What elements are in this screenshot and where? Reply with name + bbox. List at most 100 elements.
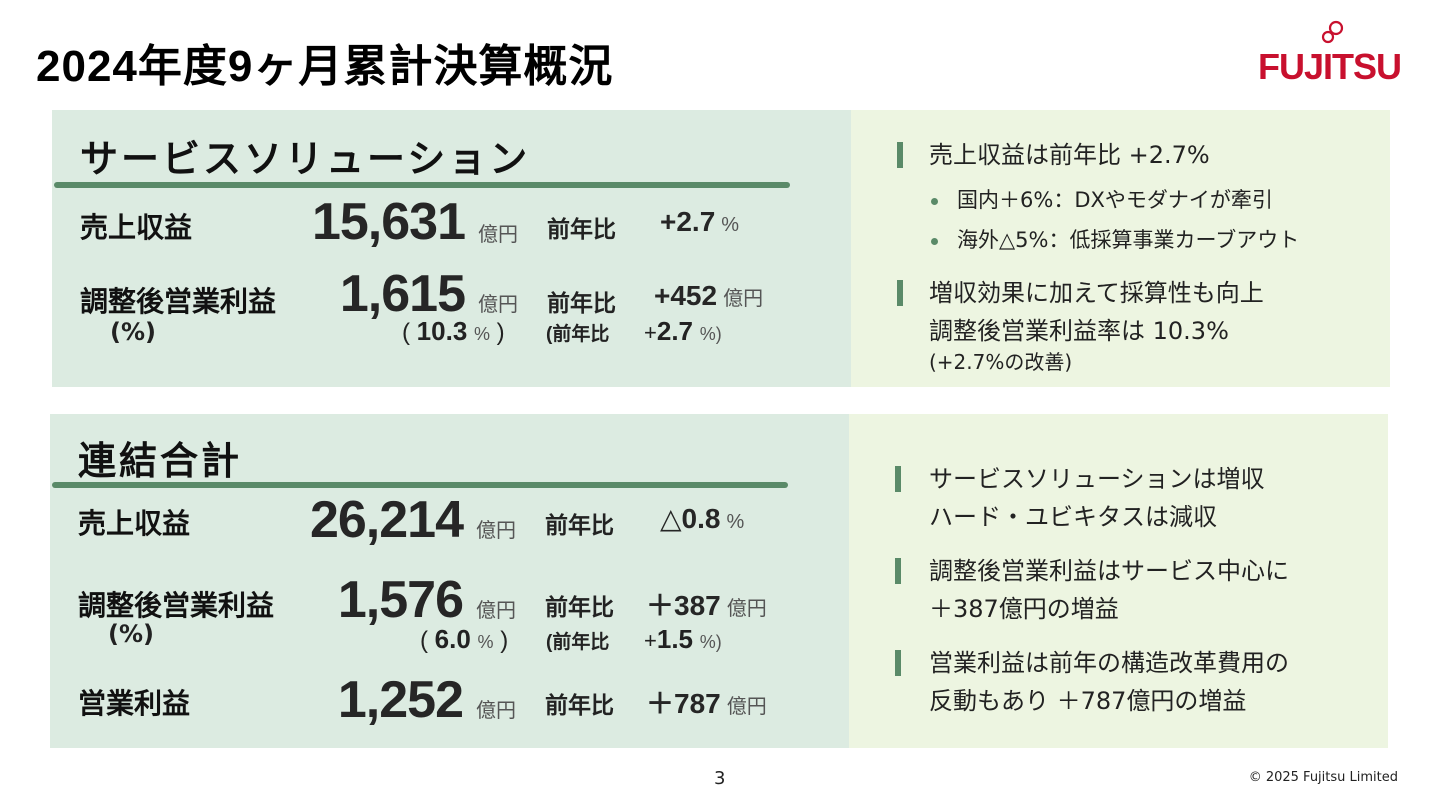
op-profit-yoy-unit: 億円 [726,696,767,718]
revenue-yoy-value: +2.7 [660,206,716,237]
bullet-bar-icon [895,650,901,676]
margin-yoy-value: 1.5 [656,624,694,654]
revenue-yoy: +2.7% [660,206,739,238]
revenue-row: 売上収益 26,214 億円 前年比 △0.8% [50,490,849,550]
adj-op-profit-unit: 億円 [476,598,516,622]
revenue-yoy-value: △0.8 [660,503,721,534]
service-solutions-section: サービスソリューション 売上収益 15,631 億円 前年比 +2.7% 調整後… [52,110,1390,387]
section-divider [54,182,790,188]
note-bullet: サービスソリューションは増収 ハード・ユビキタスは減収 [929,460,1265,536]
margin-yoy-label: (前年比 [546,324,610,345]
yoy-label: 前年比 [545,513,614,539]
margin-yoy-sign: + [644,320,657,345]
note-bullet: 営業利益は前年の構造改革費用の 反動もあり ＋787億円の増益 [929,644,1289,720]
bullet-bar-icon [895,558,901,584]
revenue-unit: 億円 [478,222,518,246]
note-line: 営業利益は前年の構造改革費用の [929,649,1289,677]
margin-yoy-unit: %) [699,324,722,344]
adj-op-profit-yoy: +452 億円 [654,280,763,312]
bullet-bar-icon [897,280,903,306]
adj-op-profit-yoy: ＋387 億円 [646,584,767,624]
logo-text: FUJITSU [1258,46,1402,87]
adj-op-profit-yoy-unit: 億円 [723,288,764,310]
consolidated-section: 連結合計 売上収益 26,214 億円 前年比 △0.8% 調整後営業利益 1,… [50,414,1388,748]
yoy-label: 前年比 [545,693,614,719]
margin-yoy-unit: %) [699,632,722,652]
section-title: 連結合計 [78,439,243,483]
section-divider [52,482,788,488]
revenue-row: 売上収益 15,631 億円 前年比 +2.7% [52,193,851,254]
pct-label: (%) [110,318,156,346]
op-profit-value: 1,252 [337,671,464,729]
margin-row: (%) ( 6.0 % ) (前年比 +1.5 %) [50,618,849,678]
margin-yoy-sign: + [644,628,657,653]
bullet-bar-icon [895,466,901,492]
page-number: 3 [714,768,726,789]
revenue-label: 売上収益 [78,507,191,540]
op-profit-unit: 億円 [476,698,516,722]
adj-op-profit-yoy-value: ＋387 [646,590,721,621]
op-profit-yoy: ＋787 億円 [646,682,767,722]
note-sub-bullet: 国内＋6%：DXやモダナイが牽引 [957,188,1273,212]
note-line: 調整後営業利益率は 10.3% [929,317,1229,345]
adj-op-profit-row: 調整後営業利益 1,615 億円 前年比 +452 億円 [52,265,851,328]
revenue-yoy-unit: % [721,214,740,236]
dot-icon [931,238,938,245]
note-line: 反動もあり ＋787億円の増益 [929,687,1247,715]
revenue-value: 15,631 [311,193,466,251]
yoy-label: 前年比 [547,291,616,317]
note-line: 増収効果に加えて採算性も向上 [929,279,1264,307]
yoy-label: 前年比 [547,217,616,243]
adj-op-profit-value: 1,615 [339,265,466,323]
dot-icon [931,198,938,205]
revenue-yoy-unit: % [726,511,745,533]
adj-op-profit-row: 調整後営業利益 1,576 億円 前年比 ＋387 億円 [50,571,849,632]
revenue-value: 26,214 [309,491,464,549]
note-line: サービスソリューションは増収 [929,465,1265,493]
revenue-yoy: △0.8% [660,502,744,535]
adj-op-profit-yoy-value: +452 [654,280,718,311]
paren-close: ) [496,319,505,346]
section-title: サービスソリューション [80,137,531,181]
adj-op-profit-value: 1,576 [337,571,464,629]
page-title: 2024年度9ヶ月累計決算概況 [36,42,614,91]
op-profit-label: 営業利益 [78,687,191,720]
adj-op-profit-unit: 億円 [478,292,518,316]
note-line: 調整後営業利益はサービス中心に [929,557,1289,585]
revenue-unit: 億円 [476,518,516,542]
paren-close: ) [500,627,509,654]
margin-unit: % [473,324,490,344]
infinity-mark-icon [1321,20,1344,44]
consolidated-figures: 連結合計 売上収益 26,214 億円 前年比 △0.8% 調整後営業利益 1,… [50,414,849,748]
margin-yoy-value: 2.7 [656,316,694,346]
yoy-label: 前年比 [545,595,614,621]
margin-number: 10.3 [416,316,468,346]
bullet-bar-icon [897,142,903,168]
note-bullet: 調整後営業利益はサービス中心に ＋387億円の増益 [929,552,1289,628]
note-line: (+2.7%の改善) [929,350,1073,374]
adj-op-profit-label: 調整後営業利益 [78,589,275,622]
service-solutions-figures: サービスソリューション 売上収益 15,631 億円 前年比 +2.7% 調整後… [52,110,851,387]
fujitsu-logo: FUJITSU [1258,20,1402,90]
margin-yoy: (前年比 +2.7 %) [546,316,722,347]
margin-value: ( 10.3 % ) [402,316,505,347]
note-bullet: 売上収益は前年比 +2.7% [929,141,1210,169]
margin-row: (%) ( 10.3 % ) (前年比 +2.7 %) [52,314,851,374]
revenue-label: 売上収益 [80,211,193,244]
consolidated-notes: サービスソリューションは増収 ハード・ユビキタスは減収 調整後営業利益はサービス… [849,414,1388,748]
margin-value: ( 6.0 % ) [420,624,508,655]
margin-yoy: (前年比 +1.5 %) [546,624,722,655]
margin-unit: % [477,632,494,652]
margin-number: 6.0 [434,624,471,654]
paren-open: ( [420,627,428,654]
paren-open: ( [402,319,410,346]
adj-op-profit-yoy-unit: 億円 [726,598,767,620]
pct-label: (%) [108,620,154,648]
margin-yoy-label: (前年比 [546,632,610,653]
note-bullet: 増収効果に加えて採算性も向上 調整後営業利益率は 10.3% (+2.7%の改善… [929,274,1264,374]
adj-op-profit-label: 調整後営業利益 [80,285,277,318]
note-sub-bullet: 海外△5%：低採算事業カーブアウト [957,228,1300,252]
note-line: ハード・ユビキタスは減収 [929,503,1217,531]
op-profit-yoy-value: ＋787 [646,688,721,719]
copyright: © 2025 Fujitsu Limited [1248,770,1398,785]
